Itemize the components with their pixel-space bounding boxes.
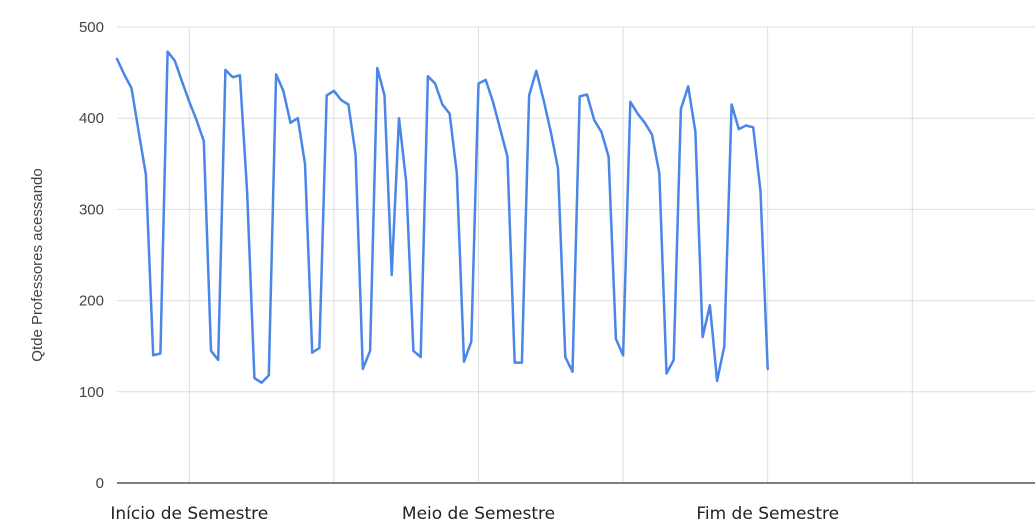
y-tick-label: 500 [79,19,104,36]
y-tick-label: 300 [79,201,104,218]
y-tick-label: 0 [96,475,104,492]
x-category-label: Início de Semestre [110,504,268,524]
y-axis-title: Qtde Professores acessando [29,168,46,361]
series-line [115,50,769,384]
x-category-label: Fim de Semestre [696,504,839,524]
y-tick-labels: 0 100 200 300 400 500 [79,19,104,492]
y-tick-label: 200 [79,293,104,310]
y-tick-label: 400 [79,110,104,127]
y-tick-label: 100 [79,384,104,401]
x-category-label: Meio de Semestre [402,504,555,524]
x-category-labels: Início de Semestre Meio de Semestre Fim de… [110,504,839,524]
